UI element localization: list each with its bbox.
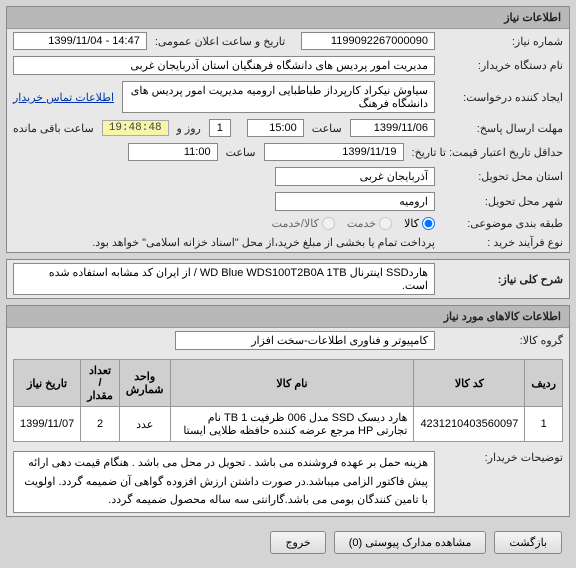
goods-info-panel: اطلاعات کالاهای مورد نیاز گروه کالا: کام…: [6, 305, 570, 517]
days-remaining: 1: [209, 119, 231, 137]
goods-info-header: اطلاعات کالاهای مورد نیاز: [7, 306, 569, 328]
exit-button[interactable]: خروج: [270, 531, 325, 554]
table-row[interactable]: 1 4231210403560097 هارد دیسک SSD مدل 006…: [14, 407, 563, 442]
org-field: مدیریت امور پردیس های دانشگاه فرهنگیان ا…: [13, 56, 435, 75]
need-info-header: اطلاعات نیاز: [7, 7, 569, 29]
general-desc-panel: شرح کلی نیاز: هاردSSD اینترنال WD Blue W…: [6, 259, 570, 299]
deadline-time: 15:00: [247, 119, 304, 137]
time-label-1: ساعت: [312, 122, 342, 135]
days-label: روز و: [177, 122, 201, 135]
col-row: ردیف: [525, 360, 563, 407]
col-date: تاریخ نیاز: [14, 360, 81, 407]
city-label: شهر محل تحویل:: [443, 195, 563, 208]
cell-unit: عدد: [119, 407, 170, 442]
table-header-row: ردیف کد کالا نام کالا واحد شمارش تعداد /…: [14, 360, 563, 407]
process-note: پرداخت تمام یا بخشی از مبلغ خرید،از محل …: [92, 236, 435, 249]
province-label: استان محل تحویل:: [443, 170, 563, 183]
contact-link[interactable]: اطلاعات تماس خریدار: [13, 91, 114, 104]
req-no-label: شماره نیاز:: [443, 35, 563, 48]
cell-code: 4231210403560097: [414, 407, 525, 442]
cell-name: هارد دیسک SSD مدل 006 ظرفیت TB 1 نام تجا…: [170, 407, 414, 442]
radio-goods-service[interactable]: کالا/خدمت: [272, 217, 335, 230]
remaining-label: ساعت باقی مانده: [13, 122, 94, 135]
radio-goods-input[interactable]: [422, 217, 435, 230]
radio-service-label: خدمت: [347, 217, 376, 230]
creator-field: سیاوش نیکراد کارپرداز طباطبایی ارومیه مد…: [122, 81, 435, 113]
process-label: نوع فرآیند خرید :: [443, 236, 563, 249]
general-desc-label: شرح کلی نیاز:: [443, 273, 563, 286]
col-qty: تعداد / مقدار: [81, 360, 120, 407]
col-unit: واحد شمارش: [119, 360, 170, 407]
countdown-timer: 19:48:48: [102, 120, 169, 136]
back-button[interactable]: بازگشت: [494, 531, 562, 554]
deadline-label: مهلت ارسال پاسخ:: [443, 122, 563, 135]
radio-goods-label: کالا: [404, 217, 419, 230]
general-desc-text: هاردSSD اینترنال WD Blue WDS100T2B0A 1TB…: [13, 263, 435, 295]
radio-service-input[interactable]: [379, 217, 392, 230]
buyer-notes-text: هزینه حمل بر عهده فروشنده می باشد . تحوی…: [13, 451, 435, 513]
announce-label: تاریخ و ساعت اعلان عمومی:: [155, 35, 285, 48]
group-label: گروه کالا:: [443, 334, 563, 347]
col-name: نام کالا: [170, 360, 414, 407]
req-no-field: 1199092267000090: [301, 32, 435, 50]
radio-goods[interactable]: کالا: [404, 217, 435, 230]
radio-goods-service-label: کالا/خدمت: [272, 217, 319, 230]
buyer-notes-label: توضیحات خریدار:: [443, 451, 563, 464]
radio-goods-service-input[interactable]: [322, 217, 335, 230]
need-info-panel: اطلاعات نیاز شماره نیاز: 119909226700009…: [6, 6, 570, 253]
org-label: نام دستگاه خریدار:: [443, 59, 563, 72]
class-radio-group: کالا خدمت کالا/خدمت: [272, 217, 435, 230]
validity-label: حداقل تاریخ اعتبار قیمت: تا تاریخ:: [412, 146, 563, 159]
col-code: کد کالا: [414, 360, 525, 407]
city-field: ارومیه: [275, 192, 435, 211]
group-field: کامپیوتر و فناوری اطلاعات-سخت افزار: [175, 331, 435, 350]
announce-field: 14:47 - 1399/11/04: [13, 32, 147, 50]
cell-row: 1: [525, 407, 563, 442]
deadline-date: 1399/11/06: [350, 119, 435, 137]
validity-date: 1399/11/19: [264, 143, 404, 161]
action-bar: بازگشت مشاهده مدارک پیوستی (0) خروج: [6, 523, 570, 562]
province-field: آذربایجان غربی: [275, 167, 435, 186]
cell-date: 1399/11/07: [14, 407, 81, 442]
time-label-2: ساعت: [226, 146, 256, 159]
radio-service[interactable]: خدمت: [347, 217, 392, 230]
creator-label: ایجاد کننده درخواست:: [443, 91, 563, 104]
class-label: طبقه بندی موضوعی:: [443, 217, 563, 230]
attachments-button[interactable]: مشاهده مدارک پیوستی (0): [334, 531, 487, 554]
cell-qty: 2: [81, 407, 120, 442]
validity-time: 11:00: [128, 143, 218, 161]
goods-table: ردیف کد کالا نام کالا واحد شمارش تعداد /…: [13, 359, 563, 442]
